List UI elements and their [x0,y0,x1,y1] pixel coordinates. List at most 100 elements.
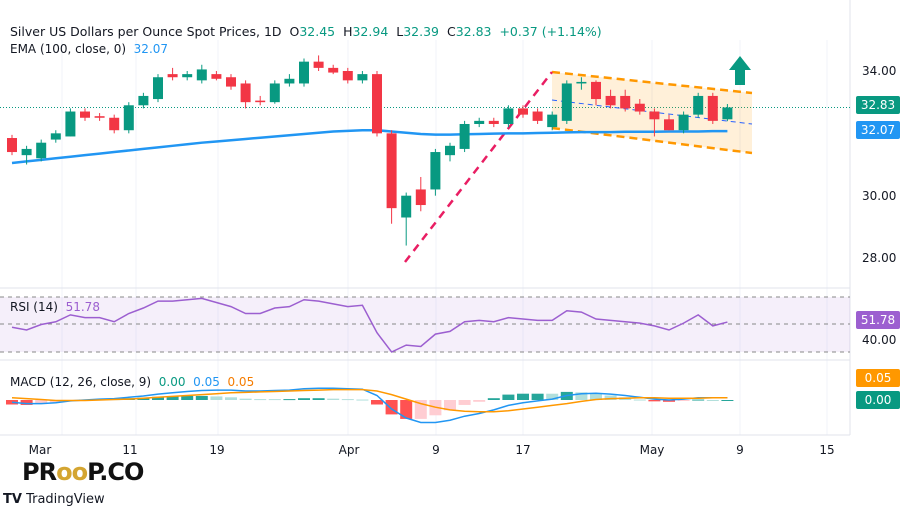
candle-body [299,61,309,84]
candle-body [459,123,470,149]
last-price-tag: 32.83 [856,96,900,114]
macd-histogram-bar [298,398,310,400]
low-value: 32.39 [403,24,439,39]
open-label: O [289,24,300,39]
candle-body [182,74,193,78]
macd-histogram-bar [371,400,383,405]
candle-body [65,111,76,137]
candle-body [284,78,295,84]
macd-histogram-bar [195,395,208,400]
up-arrow-icon [729,56,751,85]
chart-legend: Silver US Dollars per Ounce Spot Prices,… [10,24,602,39]
macd-histogram-bar [254,399,267,401]
channel-upper [551,70,753,95]
macd-signal-value: 0.05 [227,375,255,389]
macd-histogram-bar [633,399,646,401]
candle-body [445,145,455,156]
candle-body [313,61,324,68]
macd-histogram-bar [517,393,529,400]
price-tick: 34.00 [862,64,897,78]
macd-line [11,387,728,424]
price-tick: 30.00 [862,189,897,203]
candle-body [342,71,353,81]
macd-histogram-bar [575,392,588,400]
candle-body [591,81,601,100]
ema-line [11,128,728,165]
macd-hist-value: 0.00 [158,375,186,389]
macd-histogram-bar [283,399,296,401]
price-tick: 28.00 [862,251,897,265]
watermark-logo: PRooP.CO [22,458,144,486]
macd-histogram-bar [473,400,486,402]
time-tick: Apr [338,443,360,457]
macd-histogram-bar [604,395,617,400]
rsi-tag: 51.78 [856,311,900,329]
candle-body [605,95,616,106]
change-value: +0.37 (+1.14%) [499,24,602,39]
candle-body [7,138,17,153]
macd-hist-tag: 0.00 [856,391,900,409]
time-tick: May [639,443,665,457]
time-tick: 9 [736,443,744,457]
macd-signal-tag: 0.05 [856,369,900,387]
candle-body [211,74,222,79]
rsi-value: 51.78 [65,300,100,314]
candle-body [722,107,733,120]
rsi-line [11,297,728,353]
ema-price-tag: 32.07 [856,121,900,139]
ema-legend: EMA (100, close, 0) 32.07 [10,42,168,56]
candle-body [21,148,32,156]
candle-body [401,195,412,218]
candle-body [196,69,207,81]
macd-histogram-bar [502,394,515,400]
brand-name: TradingView [26,492,105,507]
time-tick: 17 [515,443,531,457]
close-label: C [446,24,456,39]
macd-histogram-bar [706,400,719,401]
macd-histogram-bar [312,398,325,400]
macd-label: MACD (12, 26, close, 9) [10,375,152,389]
candle-body [240,83,251,103]
macd-histogram-bar [225,397,237,400]
macd-histogram-bar [268,399,281,401]
candle-body [488,120,499,124]
candle-body [664,119,674,131]
macd-histogram-bar [444,400,456,411]
macd-histogram-bar [677,400,690,401]
macd-histogram-bar [531,393,544,400]
ema-value: 32.07 [133,42,169,56]
time-tick: Mar [28,443,52,457]
macd-histogram-bar [152,396,164,400]
candle-body [153,77,163,100]
tradingview-brand: TV TradingView [3,492,105,507]
candle-body [372,74,382,134]
candle-body [80,111,90,118]
candle-body [386,133,397,209]
candle-body [547,114,558,128]
high-label: H [343,24,353,39]
candle-body [693,95,704,115]
rsi-legend: RSI (14) 51.78 [10,300,100,314]
candle-body [707,95,718,121]
candle-body [430,152,441,190]
candle-body [226,77,236,87]
candle-body [474,120,485,124]
high-value: 32.94 [352,24,389,39]
time-tick: 9 [432,443,440,457]
macd-histogram-bar [487,398,500,400]
candle-body [50,133,61,140]
candle-body [415,189,426,206]
candle-body [649,111,660,120]
trend-line [404,71,553,263]
symbol-title: Silver US Dollars per Ounce Spot Prices,… [10,24,282,39]
candle-body [576,81,587,84]
macd-histogram-bar [356,399,369,401]
close-value: 32.83 [455,24,492,39]
macd-histogram-bar [181,395,194,400]
macd-histogram-bar [400,400,413,419]
macd-line-value: 0.05 [193,375,220,389]
candle-body [255,100,266,103]
candle-body [561,83,572,121]
macd-histogram-bar [210,396,223,400]
